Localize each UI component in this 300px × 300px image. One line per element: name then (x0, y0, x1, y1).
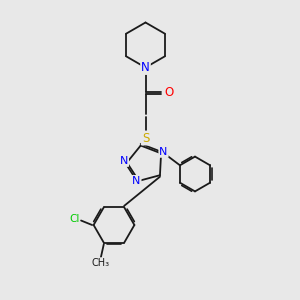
Text: Cl: Cl (69, 214, 79, 224)
Text: N: N (132, 176, 141, 186)
Text: S: S (142, 131, 149, 145)
Text: N: N (120, 156, 128, 166)
Text: N: N (141, 61, 150, 74)
Text: N: N (159, 147, 168, 157)
Text: CH₃: CH₃ (92, 258, 110, 268)
Text: O: O (164, 86, 173, 100)
